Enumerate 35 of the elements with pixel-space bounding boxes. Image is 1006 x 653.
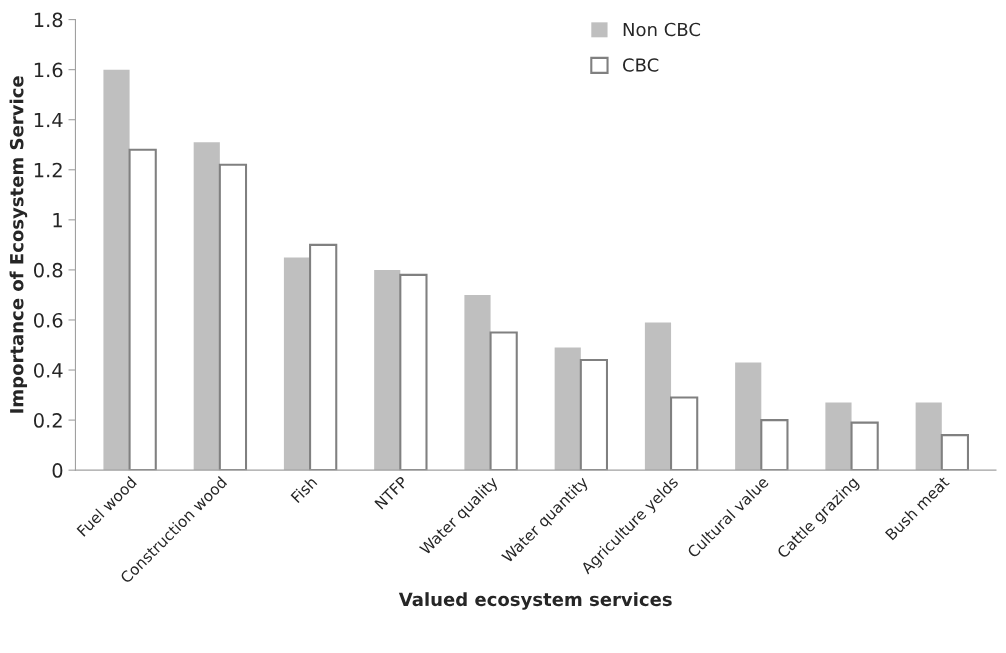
y-tick-label: 0.4 [34, 362, 63, 378]
y-tick-label: 0.2 [34, 413, 62, 428]
bar [554, 347, 581, 471]
y-axis-title: Importance of Ecosystem Service [9, 76, 28, 413]
y-tick-label: 1 [53, 213, 62, 228]
bar [735, 362, 762, 471]
legend-label: CBC [623, 58, 659, 72]
bar [193, 142, 220, 471]
y-tick-label: 0.8 [34, 262, 63, 278]
bar [915, 402, 942, 471]
x-tick-label: Fish [290, 475, 318, 504]
y-tick-label: 1.2 [34, 162, 62, 178]
legend-label: Non CBC [623, 22, 701, 37]
bar [489, 331, 518, 471]
y-tick-label: 0 [52, 463, 63, 478]
bar [760, 419, 789, 471]
bar [103, 69, 130, 471]
bar [128, 148, 157, 471]
bar [283, 257, 311, 471]
bar [464, 294, 491, 471]
bar [218, 163, 248, 471]
bar [309, 243, 338, 471]
bar [850, 421, 879, 471]
y-tick-label: 0.6 [34, 312, 63, 328]
y-tick-label: 1.8 [34, 12, 63, 28]
bar [940, 434, 969, 471]
bar [644, 322, 672, 471]
bar [825, 402, 852, 471]
y-tick-label: 1.4 [34, 112, 63, 128]
bar [670, 396, 699, 471]
y-tick-label: 1.6 [34, 62, 63, 78]
x-axis-title: Valued ecosystem services [398, 592, 672, 610]
bar [579, 358, 609, 471]
bar [374, 269, 401, 471]
bar [399, 273, 428, 471]
